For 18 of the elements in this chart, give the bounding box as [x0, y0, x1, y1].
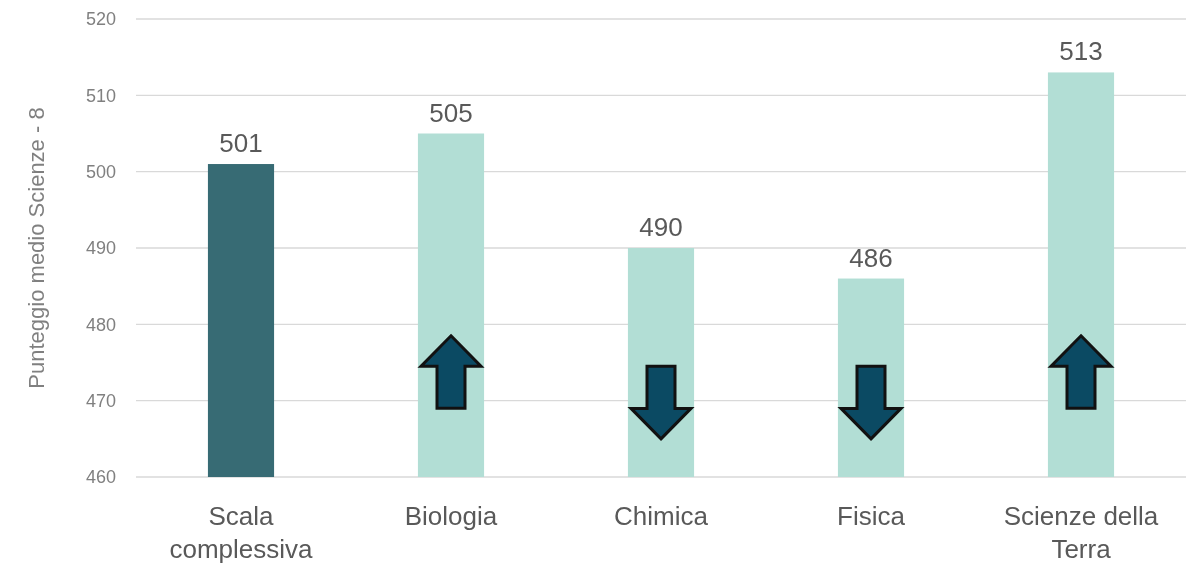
x-tick-label: Fisica — [837, 501, 906, 531]
y-tick-label: 500 — [85, 161, 116, 182]
y-tick-label: 470 — [85, 390, 116, 411]
y-tick-label: 480 — [85, 314, 116, 335]
x-tick-label: Chimica — [614, 501, 709, 531]
y-axis-title: Punteggio medio Scienze - 8 — [24, 107, 49, 389]
data-label: 505 — [429, 97, 473, 128]
x-tick-label: Scala complessiva — [169, 501, 314, 564]
y-tick-label: 490 — [85, 238, 116, 259]
data-label: 486 — [849, 242, 893, 273]
data-label: 513 — [1059, 36, 1103, 67]
y-tick-label: 510 — [85, 85, 116, 106]
y-tick-label: 460 — [85, 467, 116, 488]
x-tick-label: Scienze della Terra — [1003, 501, 1159, 564]
y-tick-label: 520 — [85, 9, 116, 30]
data-label: 501 — [219, 128, 263, 159]
data-label: 490 — [639, 212, 683, 242]
x-tick-label: Biologia — [404, 501, 498, 531]
